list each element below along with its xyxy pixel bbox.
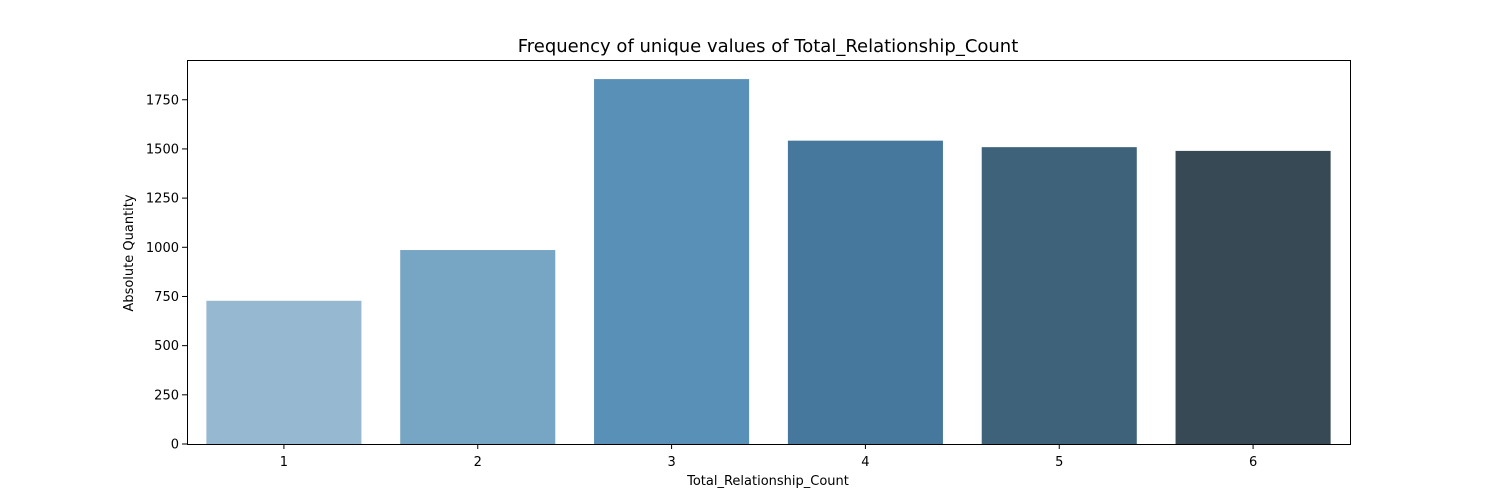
bar-3 [594,79,750,444]
x-tick-label-5: 5 [1055,455,1063,470]
y-axis-label: Absolute Quantity [122,194,137,311]
bar-6 [1175,150,1331,444]
y-tick-label-0: 0 [171,438,179,453]
x-tick-label-2: 2 [474,455,482,470]
chart-title: Frequency of unique values of Total_Rela… [518,36,1019,57]
x-axis-label: Total_Relationship_Count [686,474,849,489]
bar-2 [400,250,556,444]
y-tick-label-500: 500 [154,339,179,354]
y-axis: 0 250 500 750 1000 1250 1500 1750 [146,93,187,453]
bar-1 [206,300,362,444]
bars-group [206,79,1331,445]
x-axis: 1 2 3 4 5 6 [280,444,1257,470]
y-tick-label-1750: 1750 [146,93,179,108]
x-tick-label-6: 6 [1249,455,1257,470]
y-tick-label-250: 250 [154,388,179,403]
y-tick-label-1250: 1250 [146,192,179,207]
bar-4 [787,140,943,445]
y-tick-label-1500: 1500 [146,142,179,157]
y-tick-label-1000: 1000 [146,241,179,256]
x-tick-label-4: 4 [861,455,869,470]
bar-5 [981,147,1137,444]
y-tick-label-750: 750 [154,290,179,305]
x-tick-label-1: 1 [280,455,288,470]
plot-frame [187,60,1351,445]
x-tick-label-3: 3 [667,455,675,470]
